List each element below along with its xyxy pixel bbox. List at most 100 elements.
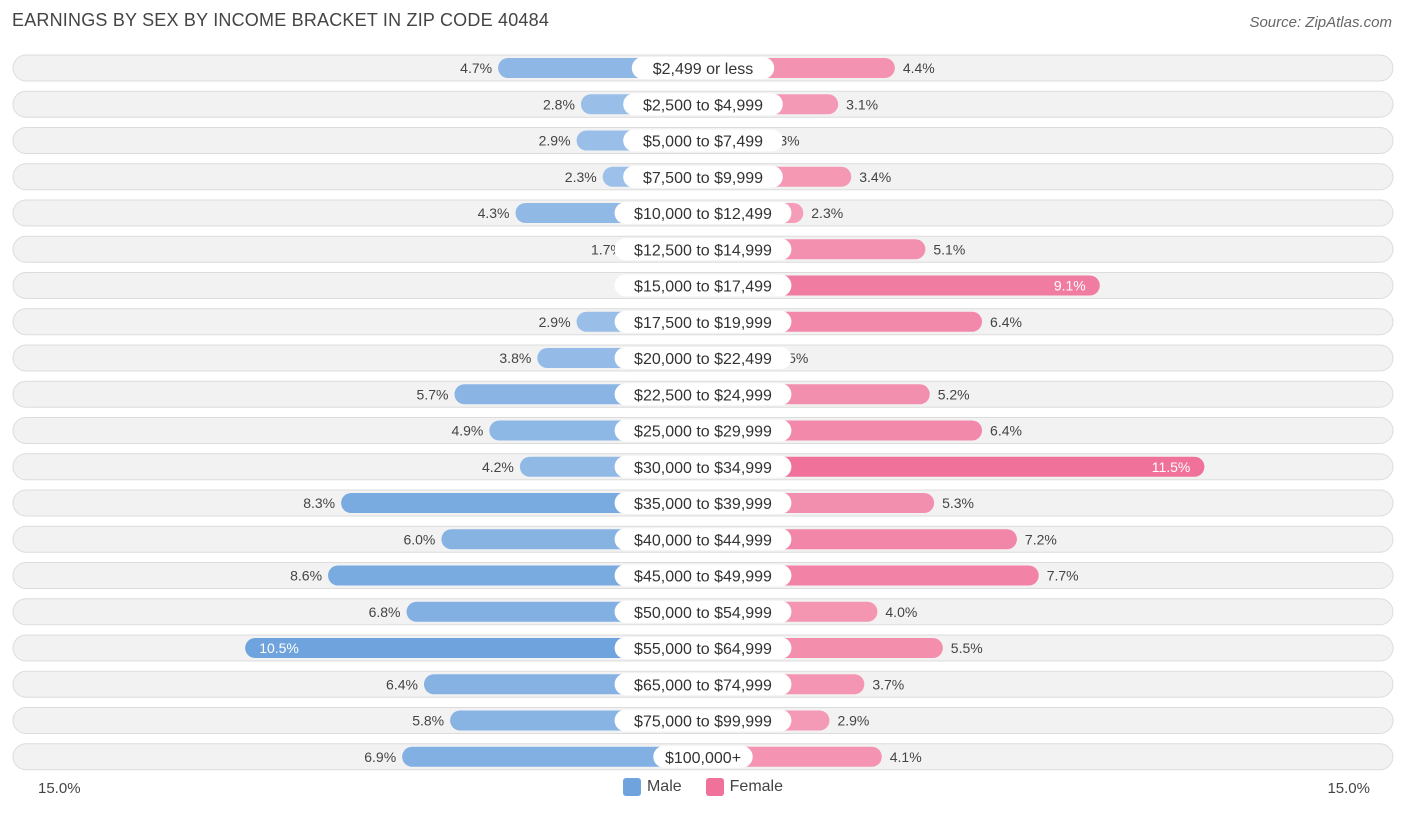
female-bar[interactable] xyxy=(703,275,1100,296)
category-pill xyxy=(614,202,792,224)
axis-right-label: 15.0% xyxy=(1327,780,1370,797)
category-label: $55,000 to $64,999 xyxy=(634,641,772,658)
chart-row: 4.2% 11.5% $30,000 to $34,999 xyxy=(12,453,1394,481)
category-pill xyxy=(631,57,775,79)
legend: Male Female xyxy=(0,778,1406,796)
chart-row: 2.9% 1.3%$5,000 to $7,499 xyxy=(12,127,1394,154)
category-pill xyxy=(614,419,792,442)
category-label: $30,000 to $34,999 xyxy=(634,460,772,477)
category-label: $10,000 to $12,499 xyxy=(634,206,772,223)
male-value-label: 6.9% xyxy=(364,749,396,765)
male-value-label: 5.7% xyxy=(417,386,449,402)
male-value-label: 6.8% xyxy=(369,604,401,620)
male-value-label: 1.7% xyxy=(591,241,623,257)
category-pill xyxy=(623,93,783,116)
category-pill xyxy=(614,709,792,732)
chart-row: 3.8% 1.5%$20,000 to $22,499 xyxy=(12,344,1394,372)
chart-row: 2.3% 3.4% $7,500 to $9,999 xyxy=(12,163,1394,191)
male-bar[interactable] xyxy=(245,638,703,658)
category-label: $7,500 to $9,999 xyxy=(643,170,763,187)
female-value-label: 4.1% xyxy=(890,749,922,765)
female-value-label: 2.9% xyxy=(837,713,869,729)
category-pill xyxy=(614,673,792,696)
male-value-label: 5.8% xyxy=(412,713,444,729)
category-pill xyxy=(614,492,792,514)
category-pill xyxy=(623,165,783,188)
male-value-label: 4.7% xyxy=(460,60,492,76)
category-label: $2,500 to $4,999 xyxy=(643,97,763,114)
male-value-label: 2.3% xyxy=(565,169,597,185)
male-bar[interactable] xyxy=(402,746,703,767)
female-value-label: 7.2% xyxy=(1025,531,1057,547)
female-value-label: 6.4% xyxy=(990,314,1022,330)
category-label: $20,000 to $22,499 xyxy=(634,351,772,368)
category-pill xyxy=(614,455,792,478)
chart-row: 1.7% 5.1% $12,500 to $14,999 xyxy=(12,235,1394,263)
male-value-label: 2.8% xyxy=(543,96,575,112)
female-value-label: 5.2% xyxy=(938,386,970,402)
female-value-label: 6.4% xyxy=(990,423,1022,439)
chart-row: 4.9% 6.4% $25,000 to $29,999 xyxy=(12,417,1394,444)
male-swatch-icon xyxy=(622,778,641,796)
female-value-label: 5.3% xyxy=(942,495,974,511)
category-label: $17,500 to $19,999 xyxy=(634,315,772,332)
chart-row: 5.7% 5.2% $22,500 to $24,999 xyxy=(12,380,1394,408)
male-value-label: 4.3% xyxy=(478,205,510,221)
category-label: $45,000 to $49,999 xyxy=(634,569,772,586)
male-bar[interactable] xyxy=(341,493,703,513)
male-value-label: 8.3% xyxy=(303,495,335,511)
chart-title: EARNINGS BY SEX BY INCOME BRACKET IN ZIP… xyxy=(12,10,550,30)
legend-item-male[interactable]: Male xyxy=(622,778,682,796)
female-swatch-icon xyxy=(705,778,724,796)
category-label: $100,000+ xyxy=(665,750,741,767)
female-bar[interactable] xyxy=(703,456,1205,477)
female-value-label: 5.5% xyxy=(951,640,983,656)
female-value-label: 2.3% xyxy=(811,205,843,221)
category-pill xyxy=(614,238,792,261)
male-value-label: 10.5% xyxy=(259,640,299,656)
category-label: $15,000 to $17,499 xyxy=(634,279,772,296)
legend-female-label: Female xyxy=(729,778,784,795)
male-value-label: 4.2% xyxy=(482,459,514,475)
category-pill xyxy=(653,745,753,768)
female-value-label: 9.1% xyxy=(1054,278,1086,294)
category-pill xyxy=(614,310,792,333)
chart-row: 8.6% 7.7% $45,000 to $49,999 xyxy=(12,562,1394,589)
legend-male-label: Male xyxy=(646,778,682,795)
category-pill xyxy=(614,637,792,659)
chart-row: 6.8% 4.0% $50,000 to $54,999 xyxy=(12,598,1394,626)
female-value-label: 3.7% xyxy=(872,676,904,692)
male-value-label: 6.4% xyxy=(386,676,418,692)
category-label: $50,000 to $54,999 xyxy=(634,605,772,622)
female-value-label: 4.4% xyxy=(903,60,935,76)
legend-item-female[interactable]: Female xyxy=(705,778,784,796)
chart-row: 10.5% 5.5% $55,000 to $64,999 xyxy=(12,634,1394,662)
category-pill xyxy=(614,600,792,623)
category-pill xyxy=(614,274,792,297)
chart-row: 4.3% 2.3% $10,000 to $12,499 xyxy=(12,199,1394,227)
chart-row: 6.0% 7.2% $40,000 to $44,999 xyxy=(12,525,1394,553)
chart-row: 8.3% 5.3% $35,000 to $39,999 xyxy=(12,489,1394,517)
category-label: $2,499 or less xyxy=(653,61,754,78)
female-value-label: 3.4% xyxy=(859,169,891,185)
chart-row: 6.9% 4.1% $100,000+ xyxy=(12,743,1394,771)
female-value-label: 5.1% xyxy=(933,241,965,257)
axis-left-label: 15.0% xyxy=(38,780,81,797)
category-pill xyxy=(614,564,792,587)
category-label: $5,000 to $7,499 xyxy=(643,134,763,151)
chart-row: 2.9% 6.4% $17,500 to $19,999 xyxy=(12,308,1394,336)
female-value-label: 4.0% xyxy=(885,604,917,620)
female-value-label: 3.1% xyxy=(846,96,878,112)
female-value-label: 7.7% xyxy=(1047,568,1079,584)
chart-row: 0.84%9.1%$15,000 to $17,499 xyxy=(12,272,1394,299)
male-bar[interactable] xyxy=(328,565,703,586)
male-value-label: 6.0% xyxy=(403,531,435,547)
category-label: $22,500 to $24,999 xyxy=(634,387,772,404)
chart-row: 4.7% 4.4% $2,499 or less xyxy=(12,54,1394,82)
chart-row: 5.8% 2.9% $75,000 to $99,999 xyxy=(12,707,1394,734)
category-label: $35,000 to $39,999 xyxy=(634,496,772,513)
male-value-label: 8.6% xyxy=(290,568,322,584)
source-label: Source: ZipAtlas.com xyxy=(1249,14,1392,31)
male-value-label: 2.9% xyxy=(539,314,571,330)
male-value-label: 4.9% xyxy=(451,423,483,439)
